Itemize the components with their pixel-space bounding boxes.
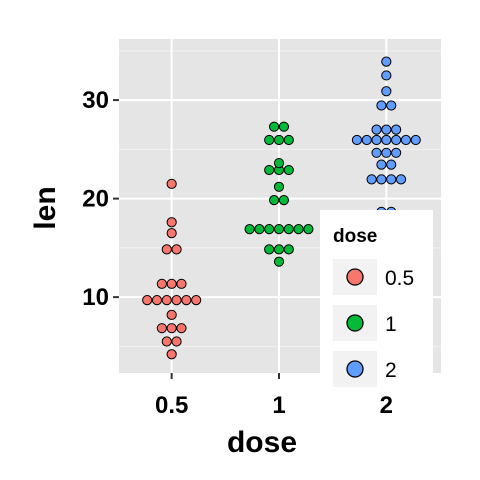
data-point-dose-0.5	[171, 336, 182, 347]
data-point-dose-2	[371, 147, 382, 158]
x-tick-label: 0.5	[155, 392, 188, 419]
data-point-dose-1	[273, 224, 285, 235]
data-point-dose-2	[386, 174, 397, 185]
legend: dose 0.5 1 2	[320, 210, 433, 392]
legend-key-dot	[346, 360, 364, 378]
data-point-dose-1	[273, 134, 285, 146]
data-point-dose-0.5	[142, 294, 153, 306]
data-point-dose-1	[283, 164, 294, 176]
data-point-dose-2	[381, 86, 392, 97]
data-point-dose-0.5	[156, 323, 167, 334]
data-point-dose-0.5	[171, 294, 182, 306]
data-point-dose-2	[386, 159, 397, 170]
data-point-dose-2	[376, 159, 387, 170]
data-point-dose-2	[381, 70, 392, 81]
data-point-dose-1	[273, 256, 285, 267]
data-point-dose-2	[371, 124, 382, 135]
data-point-dose-0.5	[166, 278, 177, 289]
data-point-dose-0.5	[161, 294, 172, 306]
data-point-dose-2	[400, 134, 412, 146]
data-point-dose-2	[391, 147, 402, 158]
legend-title: dose	[333, 226, 377, 247]
data-point-dose-0.5	[176, 278, 187, 289]
legend-label: 2	[385, 359, 397, 382]
data-point-dose-2	[371, 134, 382, 146]
data-point-dose-0.5	[161, 336, 172, 347]
data-point-dose-1	[254, 224, 265, 235]
data-point-dose-1	[273, 158, 285, 169]
y-axis-title: len	[29, 186, 62, 229]
x-axis-title: dose	[227, 426, 297, 459]
data-point-dose-1	[244, 224, 255, 235]
legend-label: 0.5	[385, 267, 414, 290]
data-point-dose-2	[381, 124, 392, 135]
data-point-dose-0.5	[166, 349, 177, 360]
data-point-dose-1	[264, 134, 275, 146]
legend-label: 1	[385, 313, 397, 336]
data-point-dose-0.5	[176, 323, 187, 334]
data-point-dose-2	[376, 100, 387, 111]
data-point-dose-2	[366, 174, 377, 185]
x-tick-labels: 0.5 1 2	[155, 392, 393, 419]
data-point-dose-1	[273, 244, 285, 255]
data-point-dose-1	[264, 224, 275, 235]
data-point-dose-2	[376, 174, 387, 185]
data-point-dose-0.5	[166, 227, 177, 239]
y-tick-label: 10	[82, 284, 109, 311]
data-point-dose-2	[351, 134, 363, 146]
data-point-dose-2	[381, 56, 392, 67]
data-point-dose-2	[381, 147, 392, 158]
data-point-dose-2	[391, 134, 402, 146]
data-point-dose-0.5	[191, 294, 202, 306]
data-point-dose-1	[283, 134, 294, 146]
data-point-dose-1	[269, 194, 280, 206]
data-point-dose-1	[293, 224, 304, 235]
data-point-dose-1	[264, 244, 275, 255]
y-tick-label: 30	[82, 87, 109, 114]
data-point-dose-0.5	[166, 178, 177, 189]
data-point-dose-2	[386, 100, 397, 111]
data-point-dose-1	[283, 224, 294, 235]
data-point-dose-1	[278, 194, 289, 206]
data-point-dose-0.5	[171, 244, 182, 255]
x-tick-label: 2	[380, 392, 393, 419]
data-point-dose-0.5	[166, 217, 177, 228]
legend-key-dot	[346, 314, 364, 332]
legend-key-dot	[346, 268, 364, 286]
data-point-dose-0.5	[156, 278, 167, 289]
data-points	[142, 56, 421, 360]
data-point-dose-2	[361, 134, 372, 146]
data-point-dose-1	[269, 121, 280, 132]
data-point-dose-1	[273, 181, 285, 192]
data-point-dose-2	[395, 174, 407, 185]
x-tick-label: 1	[272, 392, 285, 419]
data-point-dose-0.5	[166, 309, 177, 320]
y-tick-label: 20	[82, 186, 109, 213]
data-point-dose-1	[278, 121, 289, 132]
data-point-dose-1	[264, 164, 275, 176]
y-tick-labels: 10 20 30	[82, 87, 109, 311]
data-point-dose-0.5	[166, 323, 177, 334]
data-point-dose-0.5	[161, 244, 172, 255]
data-point-dose-2	[391, 124, 402, 135]
data-point-dose-0.5	[151, 294, 163, 306]
data-point-dose-2	[381, 134, 392, 146]
data-point-dose-2	[410, 134, 421, 146]
data-point-dose-1	[283, 244, 294, 255]
data-point-dose-1	[303, 224, 314, 235]
legend-keys: 0.5 1 2	[333, 259, 414, 387]
data-point-dose-0.5	[181, 294, 192, 306]
